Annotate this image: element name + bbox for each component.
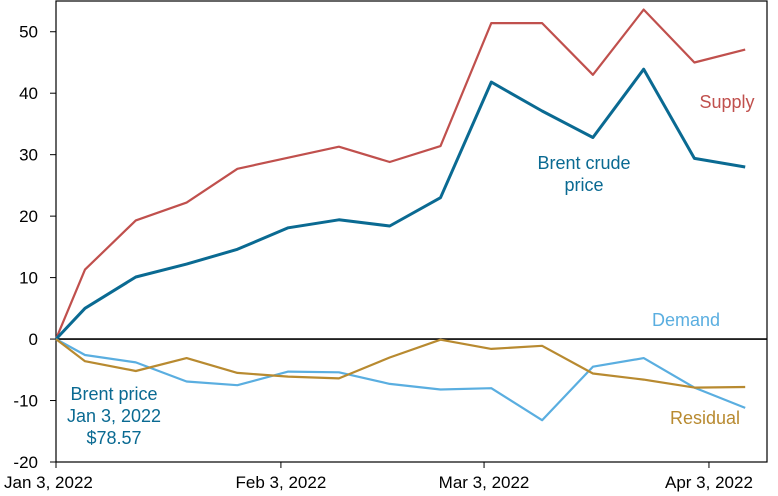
annotation-line: Jan 3, 2022 [67, 406, 161, 426]
series-line-demand [55, 338, 746, 422]
annotation-line: Brent price [70, 384, 157, 404]
y-tick-label: 50 [19, 23, 38, 42]
annotation-line: Demand [652, 310, 720, 330]
annotation-demand: Demand [652, 310, 720, 330]
y-tick-label: 40 [19, 84, 38, 103]
annotation-line: $78.57 [86, 428, 141, 448]
series-line-supply [54, 8, 746, 340]
x-axis-ticks: Jan 3, 2022 Feb 3, 2022 Mar 3, 2022 Apr 3, … [4, 462, 753, 492]
x-tick-label: Jan 3, 2022 [4, 473, 93, 492]
series-lines [54, 8, 746, 422]
y-axis-ticks: -20 -10 0 10 20 30 40 50 [13, 23, 56, 472]
y-tick-label: 10 [19, 269, 38, 288]
y-tick-label: 0 [29, 330, 38, 349]
annotation-residual: Residual [670, 408, 740, 428]
y-tick-label: -20 [13, 453, 38, 472]
annotation-line: Residual [670, 408, 740, 428]
y-tick-label: 20 [19, 207, 38, 226]
series-line-residual [55, 338, 746, 389]
series-line-brent-crude-price [54, 67, 746, 341]
annotation-line: Brent crude [537, 153, 630, 173]
annotations: Supply Brent crude price Demand Residual … [67, 92, 755, 448]
y-tick-label: 30 [19, 146, 38, 165]
annotation-base-price: Brent price Jan 3, 2022 $78.57 [67, 384, 161, 448]
x-tick-label: Mar 3, 2022 [439, 473, 530, 492]
x-tick-label: Apr 3, 2022 [665, 473, 753, 492]
annotation-line: Supply [699, 92, 754, 112]
annotation-line: price [564, 175, 603, 195]
plot-frame [55, 0, 768, 463]
annotation-brent-crude-price: Brent crude price [537, 153, 630, 195]
x-tick-label: Feb 3, 2022 [236, 473, 327, 492]
y-tick-label: -10 [13, 392, 38, 411]
annotation-supply: Supply [699, 92, 754, 112]
